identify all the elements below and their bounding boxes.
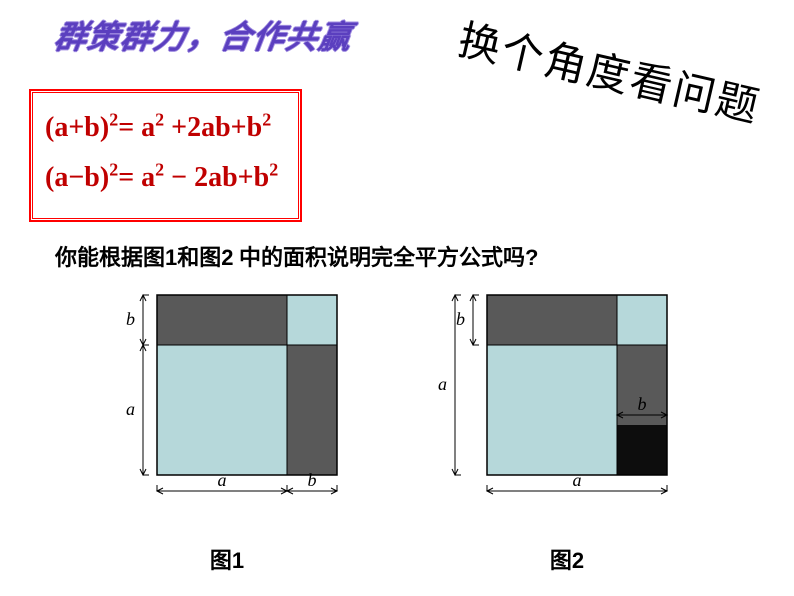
diagram-1-wrap: b a a b 图1 — [97, 285, 357, 575]
q-n2: 2 — [221, 245, 233, 270]
formula-box: (a+b)2= a2 +2ab+b2 (a−b)2= a2 − 2ab+b2 — [30, 90, 301, 221]
q-prefix: 你能根据图 — [55, 245, 165, 270]
diagram-2-label: 图2 — [550, 543, 584, 575]
formula-line-1: (a+b)2= a2 +2ab+b2 — [45, 103, 278, 153]
diagram-2-svg: b a a b — [437, 285, 697, 525]
q-n1: 1 — [165, 245, 177, 270]
q-mid: 和图 — [177, 245, 221, 270]
formula-line-2: (a−b)2= a2 − 2ab+b2 — [45, 153, 278, 203]
svg-text:a: a — [218, 470, 227, 490]
q-suffix: 中的面积说明完全平方公式吗 — [234, 245, 526, 270]
diagram-1-label: 图1 — [210, 543, 244, 575]
question-text: 你能根据图1和图2 中的面积说明完全平方公式吗? — [55, 240, 539, 272]
diagram-2-wrap: b a a b 图2 — [437, 285, 697, 575]
diagram-1-svg: b a a b — [97, 285, 357, 525]
rotated-title: 换个角度看问题 — [453, 6, 767, 135]
svg-text:a: a — [573, 470, 582, 490]
svg-text:b: b — [126, 309, 135, 329]
diagrams-container: b a a b 图1 b a a b 图2 — [0, 285, 794, 575]
stylized-subtitle: 群策群力，合作共赢 — [52, 12, 355, 58]
svg-text:a: a — [126, 399, 135, 419]
svg-text:a: a — [438, 374, 447, 394]
svg-text:b: b — [308, 470, 317, 490]
svg-text:b: b — [638, 394, 647, 414]
q-qmark: ? — [525, 245, 538, 270]
svg-text:b: b — [456, 309, 465, 329]
stylized-subtitle-text: 群策群力，合作共赢 — [52, 19, 354, 55]
